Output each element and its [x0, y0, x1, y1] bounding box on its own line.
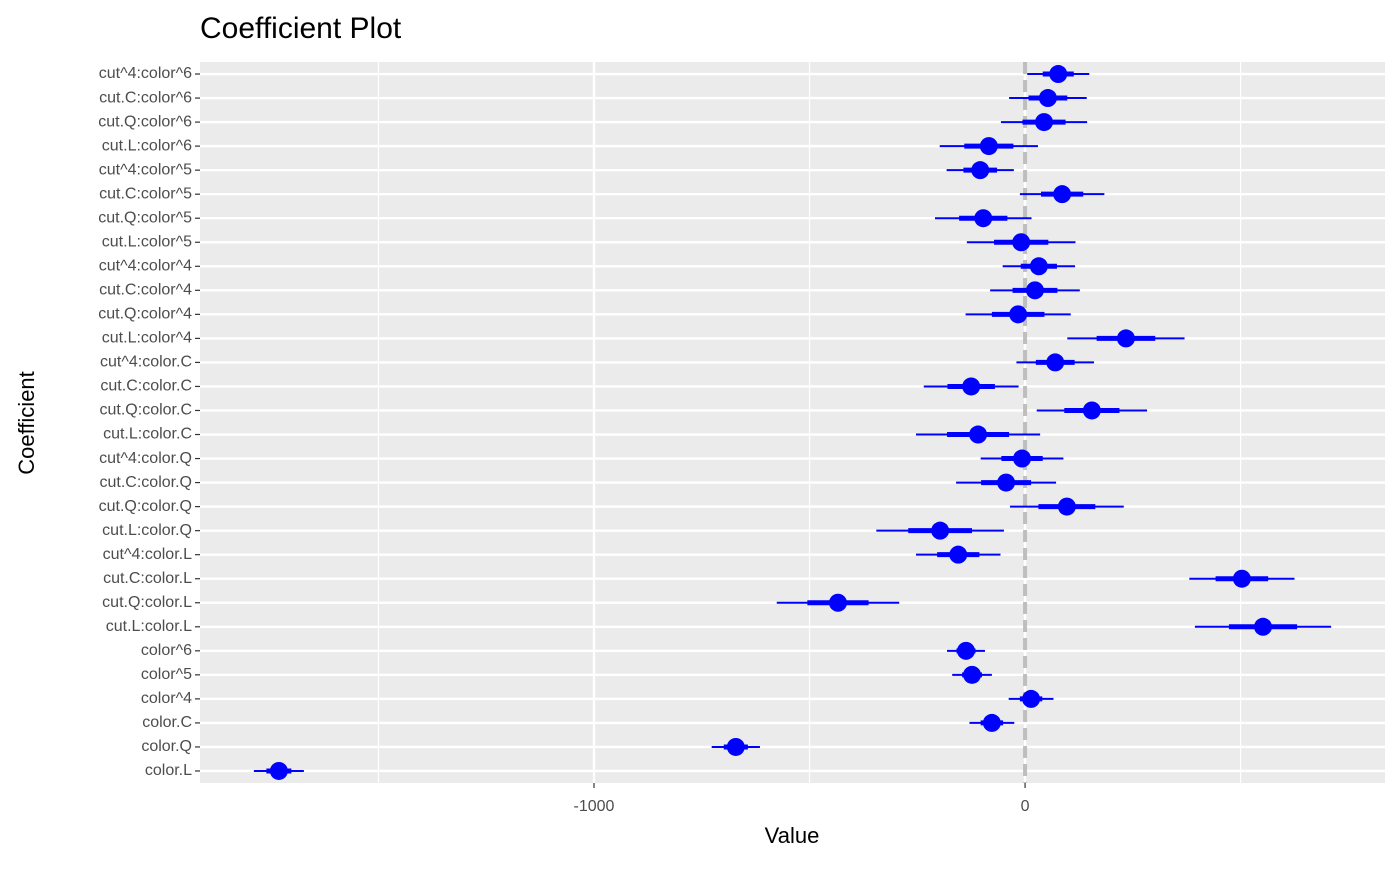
point [1009, 305, 1028, 324]
point [962, 377, 981, 396]
y-tick-label: cut.L:color.L [106, 618, 192, 635]
chart-title: Coefficient Plot [200, 12, 402, 45]
panel [200, 62, 1385, 783]
point [963, 665, 982, 684]
y-tick-label: cut^4:color.C [100, 354, 192, 371]
y-tick-label: color^5 [141, 666, 192, 683]
y-tick-label: cut.Q:color^4 [98, 306, 192, 323]
y-tick-label: cut.L:color^6 [102, 137, 192, 154]
point [1254, 617, 1273, 636]
point [971, 161, 990, 180]
point [969, 425, 988, 444]
point [1116, 329, 1135, 348]
point [269, 761, 288, 780]
y-tick-label: cut.Q:color^6 [98, 113, 192, 130]
y-tick-label: cut.Q:color^5 [98, 209, 192, 226]
point [1232, 569, 1251, 588]
point [1029, 257, 1048, 276]
point [997, 473, 1016, 492]
y-tick-label: cut.Q:color.Q [99, 498, 192, 515]
y-tick-label: cut.Q:color.C [100, 402, 192, 419]
y-tick-label: cut.C:color^5 [99, 185, 192, 202]
y-tick-label: cut^4:color^4 [99, 258, 192, 275]
point [1038, 89, 1057, 108]
y-tick-label: color.C [142, 714, 192, 731]
x-tick-label: 0 [1021, 798, 1030, 815]
x-tick-label: -1000 [574, 798, 615, 815]
point [931, 521, 950, 540]
point [1025, 281, 1044, 300]
point [1035, 113, 1054, 132]
y-tick-label: cut.C:color^6 [99, 89, 192, 106]
point [1012, 233, 1031, 252]
y-tick-label: cut.L:color^5 [102, 233, 192, 250]
y-tick-label: cut.C:color^4 [99, 282, 192, 299]
y-tick-label: color^6 [141, 642, 192, 659]
y-tick-label: cut.C:color.C [100, 378, 192, 395]
y-tick-label: cut.C:color.L [103, 570, 192, 587]
point [982, 713, 1001, 732]
point [726, 737, 745, 756]
y-tick-label: cut.L:color^4 [102, 330, 192, 347]
y-tick-label: cut^4:color.L [103, 546, 192, 563]
point [1049, 65, 1068, 84]
point [828, 593, 847, 612]
y-tick-label: cut.L:color.C [103, 426, 192, 443]
point [949, 545, 968, 564]
y-tick-label: cut^4:color.Q [99, 450, 192, 467]
y-tick-label: cut^4:color^5 [99, 161, 192, 178]
point [974, 209, 993, 228]
y-tick-label: cut.L:color.Q [102, 522, 192, 539]
y-tick-label: cut.C:color.Q [100, 474, 192, 491]
point [1057, 497, 1076, 516]
y-tick-label: color.Q [141, 738, 192, 755]
y-tick-label: color.L [145, 762, 192, 779]
y-tick-label: cut.Q:color.L [102, 594, 192, 611]
x-axis-title: Value [765, 823, 820, 848]
point [1082, 401, 1101, 420]
point [1053, 185, 1072, 204]
point [979, 137, 998, 156]
point [1022, 689, 1041, 708]
point [1046, 353, 1065, 372]
y-tick-label: cut^4:color^6 [99, 65, 192, 82]
point [1013, 449, 1032, 468]
y-axis-title: Coefficient [14, 371, 39, 475]
point [957, 641, 976, 660]
y-tick-label: color^4 [141, 690, 192, 707]
